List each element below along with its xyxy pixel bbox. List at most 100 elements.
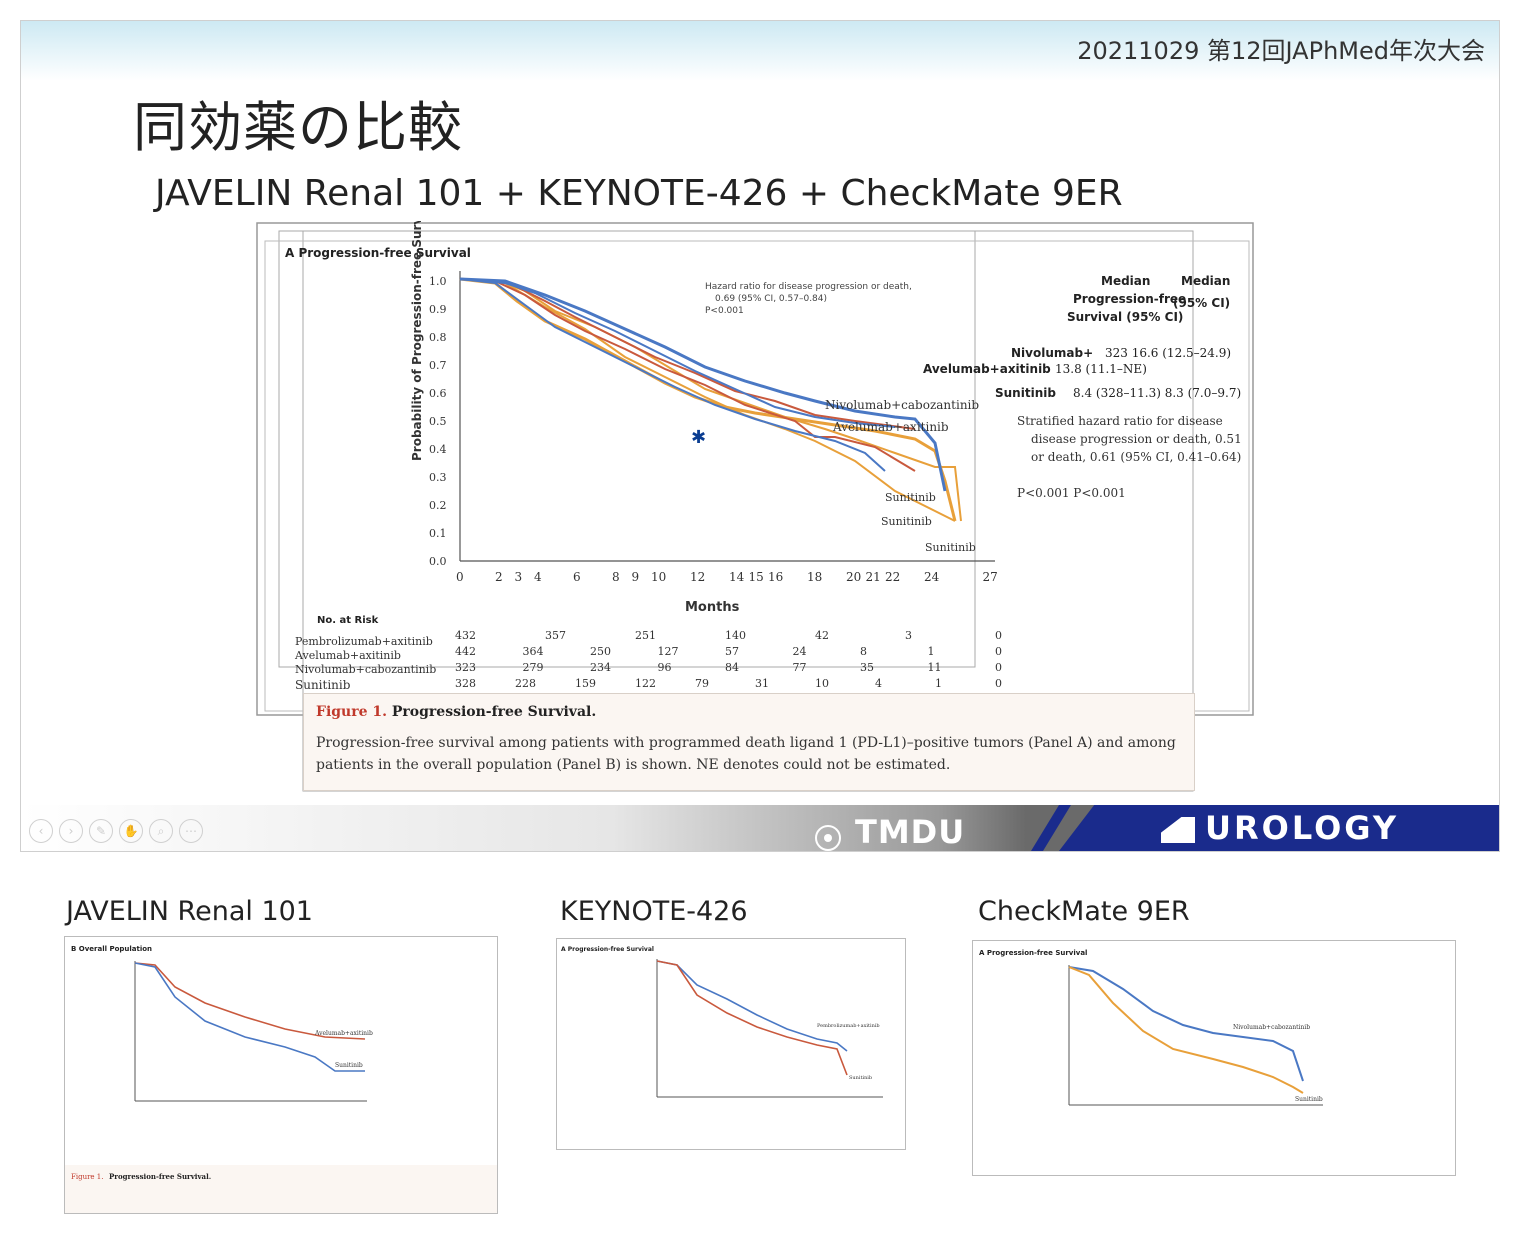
risk-value: 234 <box>590 661 611 674</box>
series-label-sunitinib-1: Sunitinib <box>885 491 936 504</box>
legend-header2-2: (95% CI) <box>1173 296 1230 310</box>
hazard-line-3: P<0.001 <box>705 306 744 316</box>
risk-value: 364 <box>523 645 544 658</box>
risk-value: 127 <box>658 645 679 658</box>
risk-value: 279 <box>523 661 544 674</box>
caption-title: Progression-free Survival. <box>391 704 597 720</box>
legend-header-3: Survival (95% CI) <box>1067 310 1183 324</box>
x-axis-label: Months <box>685 600 740 615</box>
thumb-label-checkmate: CheckMate 9ER <box>978 896 1190 927</box>
x-tick-label: 9 <box>632 570 640 584</box>
prev-slide-icon[interactable]: ‹ <box>29 819 53 843</box>
risk-value: 10 <box>815 677 829 690</box>
y-tick-label: 0.3 <box>429 471 447 484</box>
hazard-line-1: Hazard ratio for disease progression or … <box>705 282 912 292</box>
x-tick-label: 18 <box>807 570 822 584</box>
thumb-label-javelin: JAVELIN Renal 101 <box>66 896 313 927</box>
risk-value: 323 <box>455 661 476 674</box>
slide-footer <box>21 805 1499 851</box>
y-ticks: 0.0 0.1 0.2 0.3 0.4 0.5 0.6 0.7 0.8 0.9 1.0 <box>429 275 447 568</box>
conference-label: 20211029 第12回JAPhMed年次大会 <box>1077 37 1485 65</box>
y-tick-label: 0.2 <box>429 499 447 512</box>
stratified-4: P<0.001 P<0.001 <box>1017 486 1126 500</box>
thumb-javelin-caption-label: Figure 1. <box>71 1173 103 1181</box>
urology-logo-text: UROLOGY <box>1205 809 1400 847</box>
thumb-checkmate-line-1: Nivolumab+cabozantinib <box>1233 1024 1310 1031</box>
series-label-sunitinib-3: Sunitinib <box>925 541 976 554</box>
y-tick-label: 1.0 <box>429 275 447 288</box>
risk-row-name-1: Avelumab+axitinib <box>294 649 401 662</box>
x-tick-label: 24 <box>924 570 940 584</box>
risk-value: 328 <box>455 677 476 690</box>
risk-value: 159 <box>575 677 596 690</box>
y-tick-label: 0.0 <box>429 555 447 568</box>
risk-value: 122 <box>635 677 656 690</box>
thumb-checkmate-line-2: Sunitinib <box>1295 1096 1323 1103</box>
legend-header-1: Median <box>1101 274 1150 288</box>
risk-value: 357 <box>545 629 566 642</box>
caption-title-line: Figure 1. Progression-free Survival. <box>316 704 596 720</box>
y-axis-label: Probability of Progression-free Survival <box>410 221 424 461</box>
thumb-checkmate: A Progression-free Survival Nivolumab+ca… <box>972 940 1456 1176</box>
x-tick-label: 10 <box>651 570 666 584</box>
thumb-javelin: B Overall Population Avelumab+axitinib S… <box>64 936 498 1214</box>
zoom-icon[interactable]: ⌕ <box>149 819 173 843</box>
x-tick-label: 4 <box>534 570 542 584</box>
hand-icon[interactable]: ✋ <box>119 819 143 843</box>
legend-value-3: 8.4 (328–11.3) 8.3 (7.0–9.7) <box>1073 386 1241 400</box>
pen-icon[interactable]: ✎ <box>89 819 113 843</box>
risk-value: 3 <box>905 629 912 642</box>
y-tick-label: 0.4 <box>429 443 447 456</box>
risk-value: 11 <box>928 661 942 674</box>
stratified-2: disease progression or death, 0.51 <box>1031 432 1242 446</box>
slide-subtitle: JAVELIN Renal 101 + KEYNOTE-426 + CheckM… <box>155 173 1123 214</box>
y-tick-label: 0.9 <box>429 303 447 316</box>
thumb-keynote-line-2: Sunitinib <box>849 1075 872 1081</box>
overlaid-km-figure: A Progression-free Survival Probability … <box>255 221 1255 801</box>
thumb-javelin-line-2: Sunitinib <box>335 1062 363 1069</box>
risk-value: 8 <box>860 645 867 658</box>
stratified-1: Stratified hazard ratio for disease <box>1017 414 1223 428</box>
risk-value: 250 <box>590 645 611 658</box>
legend-value-1: 323 16.6 (12.5–24.9) <box>1105 346 1231 360</box>
y-tick-label: 0.6 <box>429 387 447 400</box>
y-tick-label: 0.1 <box>429 527 447 540</box>
hazard-line-2: 0.69 (95% CI, 0.57–0.84) <box>715 294 827 304</box>
x-tick-label: 15 <box>749 570 764 584</box>
risk-value: 79 <box>695 677 709 690</box>
x-tick-label: 27 <box>983 570 998 584</box>
risk-value: 96 <box>658 661 672 674</box>
thumb-checkmate-panel: A Progression-free Survival <box>979 949 1087 957</box>
tmdu-logo-icon <box>815 825 841 851</box>
risk-value: 0 <box>995 661 1002 674</box>
risk-value: 84 <box>725 661 739 674</box>
panel-label: A Progression-free Survival <box>285 246 471 260</box>
tmdu-logo-text: TMDU <box>855 813 966 851</box>
risk-row-name-0: Pembrolizumab+axitinib <box>295 635 433 648</box>
x-tick-label: 22 <box>885 570 900 584</box>
risk-value: 0 <box>995 677 1002 690</box>
thumb-checkmate-svg: A Progression-free Survival Nivolumab+ca… <box>979 949 1323 1106</box>
risk-value: 4 <box>875 677 882 690</box>
thumb-javelin-svg: B Overall Population Avelumab+axitinib S… <box>65 945 497 1213</box>
series-label-avelumab: Avelumab+axitinib <box>832 420 949 434</box>
risk-value: 42 <box>815 629 829 642</box>
risk-value: 432 <box>455 629 476 642</box>
x-tick-label: 16 <box>768 570 783 584</box>
more-icon[interactable]: ⋯ <box>179 819 203 843</box>
slide-top-band <box>21 21 1499 81</box>
next-slide-icon[interactable]: › <box>59 819 83 843</box>
caption-body: Progression-free survival among patients… <box>316 735 1176 773</box>
risk-value: 442 <box>455 645 476 658</box>
risk-value: 1 <box>928 645 935 658</box>
cursor-star-icon: ✱ <box>691 427 707 448</box>
x-tick-label: 2 <box>495 570 503 584</box>
risk-value: 31 <box>755 677 769 690</box>
risk-value: 0 <box>995 645 1002 658</box>
x-tick-label: 14 <box>729 570 745 584</box>
stratified-3: or death, 0.61 (95% CI, 0.41–0.64) <box>1031 450 1241 464</box>
km-overlay-svg: A Progression-free Survival Probability … <box>256 221 1254 792</box>
risk-header: No. at Risk <box>317 615 379 626</box>
slideshow-controls: ‹ › ✎ ✋ ⌕ ⋯ <box>29 819 203 843</box>
y-tick-label: 0.8 <box>429 331 447 344</box>
